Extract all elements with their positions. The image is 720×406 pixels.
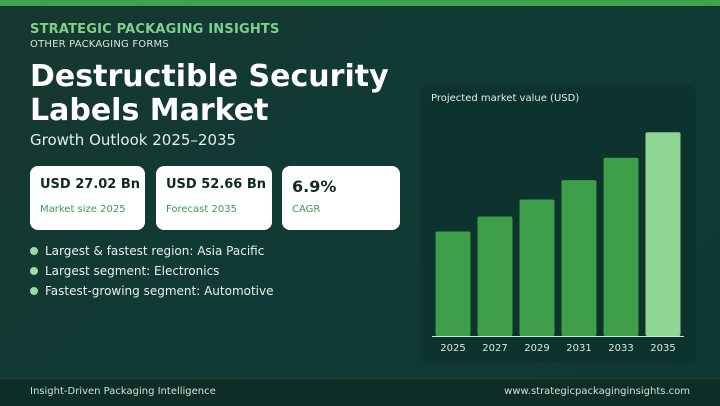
category-label: OTHER PACKAGING FORMS bbox=[30, 39, 169, 50]
footer: Insight-Driven Packaging Intelligence ww… bbox=[0, 378, 720, 406]
chart-bar-2033 bbox=[603, 157, 639, 336]
chart-caption: Projected market value (USD) bbox=[431, 93, 580, 104]
list-item: Largest & fastest region: Asia Pacific bbox=[30, 241, 274, 261]
footer-website-link[interactable]: www.strategicpackaginginsights.com bbox=[504, 386, 690, 397]
stat-card-cagr: 6.9% CAGR bbox=[282, 166, 400, 230]
bullet-text: Largest & fastest region: Asia Pacific bbox=[45, 244, 265, 258]
x-tick-label: 2033 bbox=[608, 343, 633, 354]
list-item: Largest segment: Electronics bbox=[30, 261, 274, 281]
stat-card-market-size: USD 27.02 Bn Market size 2025 bbox=[30, 166, 145, 230]
top-accent-bar bbox=[0, 0, 720, 6]
bullet-text: Largest segment: Electronics bbox=[45, 264, 220, 278]
chart-bar-2029 bbox=[519, 199, 555, 336]
footer-tagline: Insight-Driven Packaging Intelligence bbox=[30, 386, 216, 397]
x-tick-label: 2025 bbox=[440, 343, 465, 354]
bullet-dot-icon bbox=[30, 287, 38, 295]
stat-label: Market size 2025 bbox=[40, 204, 126, 215]
chart-bar-2035 bbox=[645, 132, 681, 336]
brand-name: STRATEGIC PACKAGING INSIGHTS bbox=[30, 22, 280, 37]
bullet-text: Fastest-growing segment: Automotive bbox=[45, 284, 274, 298]
chart-bar-2031 bbox=[561, 180, 597, 336]
stat-label: CAGR bbox=[292, 204, 321, 215]
stat-card-forecast: USD 52.66 Bn Forecast 2035 bbox=[156, 166, 272, 230]
bar-chart: 2025 2027 2029 2031 2033 2035 bbox=[432, 132, 684, 354]
list-item: Fastest-growing segment: Automotive bbox=[30, 281, 274, 301]
stat-value: USD 27.02 Bn bbox=[40, 177, 141, 192]
stat-value: USD 52.66 Bn bbox=[166, 177, 267, 192]
x-tick-label: 2031 bbox=[566, 343, 591, 354]
chart-panel: 2025 2027 2029 2031 2033 2035 Projected marke… bbox=[420, 85, 696, 363]
chart-bar-2027 bbox=[477, 216, 513, 336]
highlights-list: Largest & fastest region: Asia Pacific L… bbox=[30, 241, 274, 301]
stat-value: 6.9% bbox=[292, 177, 337, 196]
x-tick-label: 2029 bbox=[524, 343, 549, 354]
page-subtitle: Growth Outlook 2025–2035 bbox=[30, 131, 237, 149]
bullet-dot-icon bbox=[30, 247, 38, 255]
chart-bar-2025 bbox=[435, 231, 471, 336]
page-title: Destructible Security Labels Market bbox=[30, 59, 389, 128]
stat-label: Forecast 2035 bbox=[166, 204, 237, 215]
x-tick-label: 2035 bbox=[650, 343, 675, 354]
x-tick-label: 2027 bbox=[482, 343, 507, 354]
bullet-dot-icon bbox=[30, 267, 38, 275]
